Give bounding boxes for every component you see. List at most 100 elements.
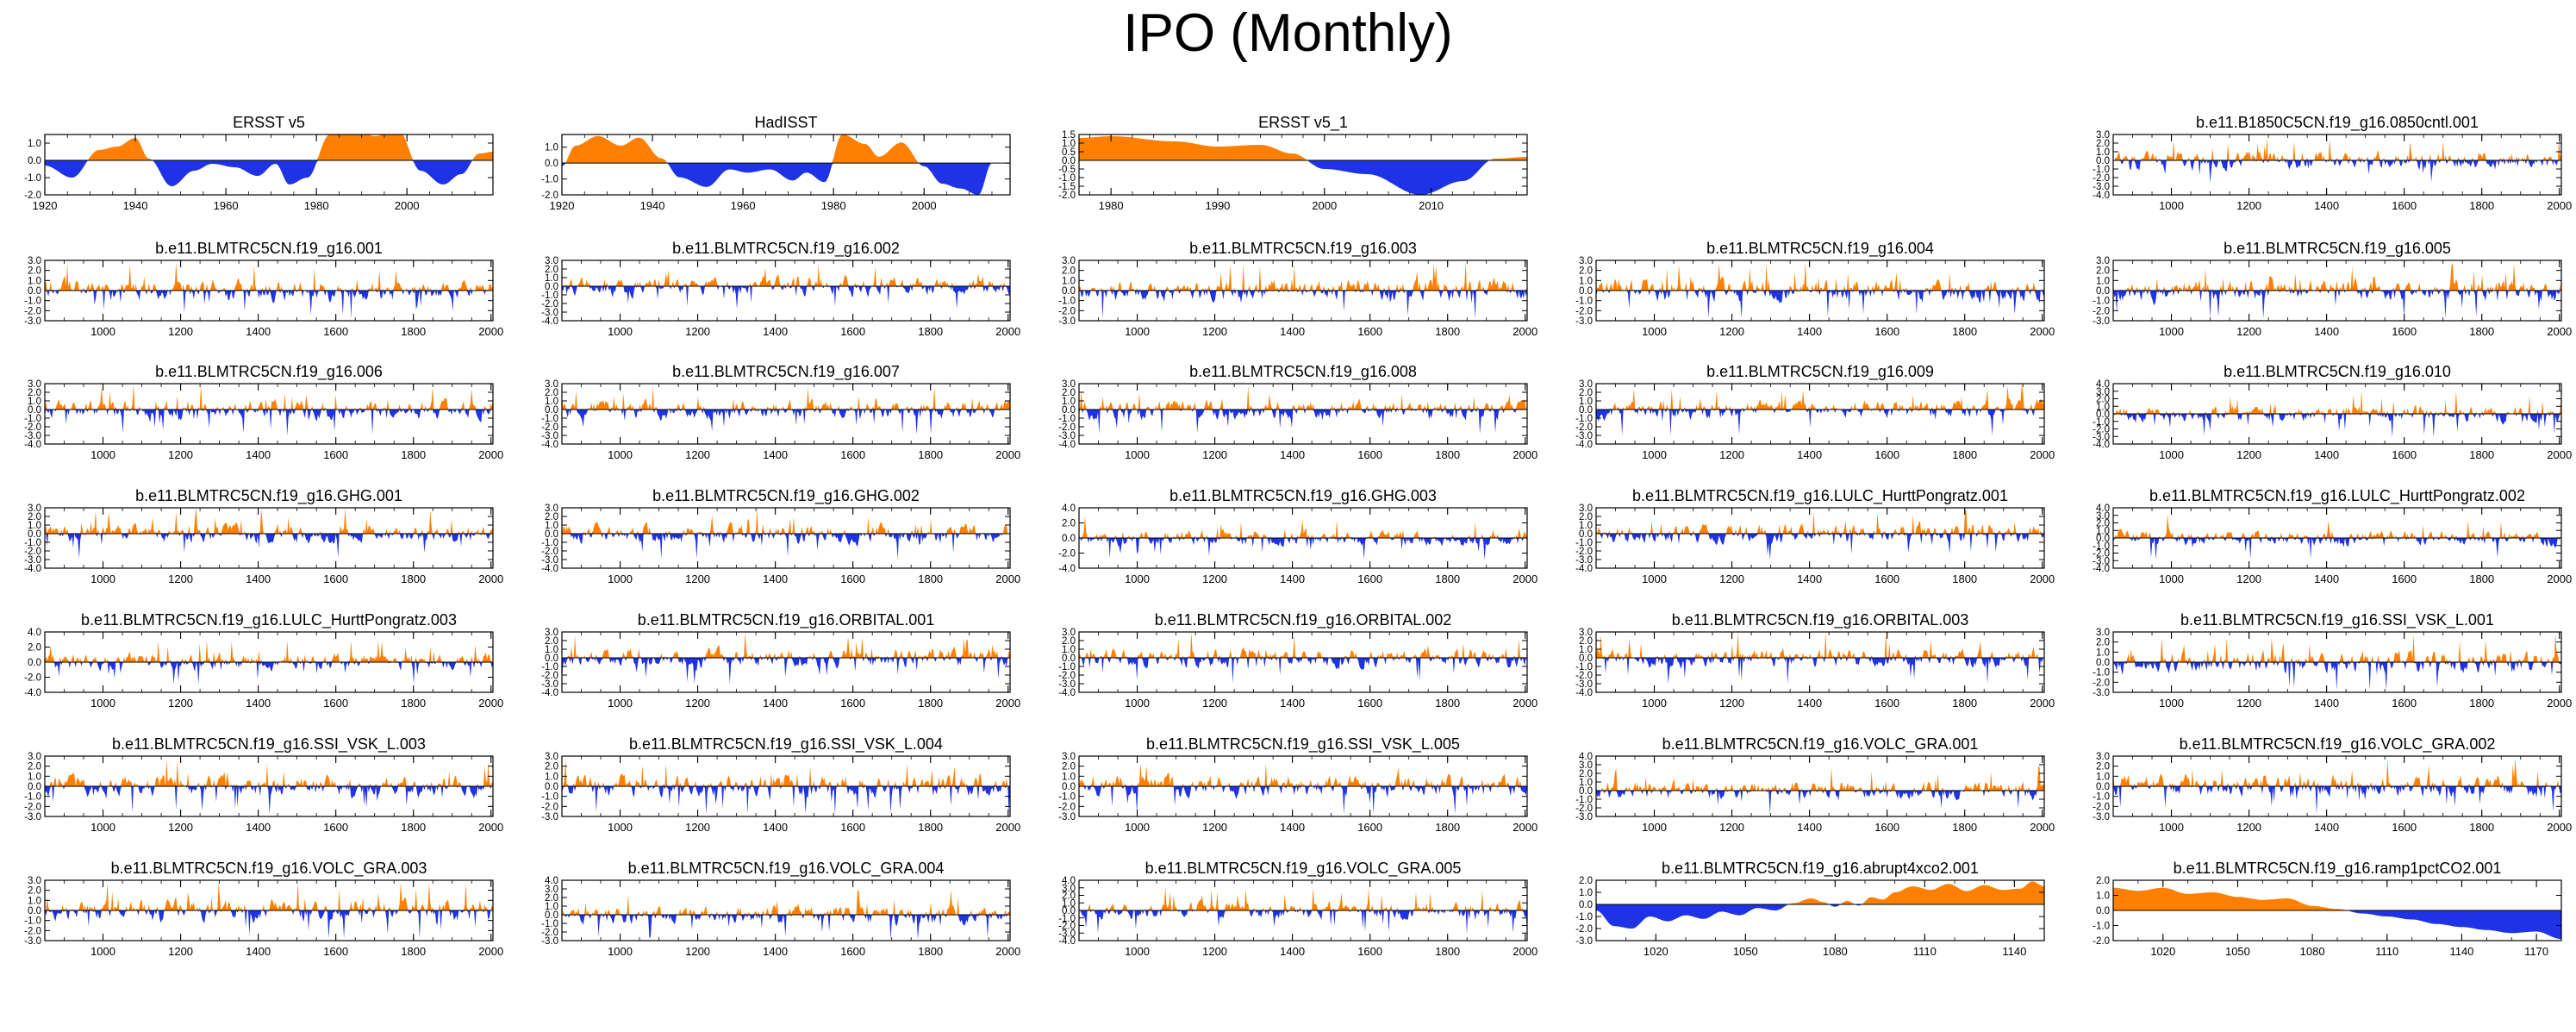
x-tick-label: 2000 [478, 945, 503, 958]
x-tick-label: 1400 [763, 448, 788, 461]
y-tick-label: -2.0 [1058, 191, 1076, 201]
x-tick-label: 1600 [2392, 572, 2417, 585]
y-tick-label: 3.0 [2096, 628, 2110, 638]
y-tick-label: -4.0 [2093, 564, 2110, 574]
plot-frame [1595, 507, 2045, 569]
negative-area [2113, 160, 2561, 184]
chart-title: b.e11.BLMTRC5CN.f19_g16.abrupt4xco2.001 [1662, 860, 1979, 878]
x-tick-label: 1600 [840, 945, 865, 958]
y-tick-label: -2.0 [2093, 678, 2110, 688]
y-tick-label: -3.0 [1058, 812, 1076, 822]
x-tick-label: 1600 [1874, 325, 1899, 338]
x-tick-label: 2000 [2547, 199, 2572, 212]
y-tick-label: 3.0 [1062, 256, 1076, 266]
y-tick-label: -1.0 [24, 297, 41, 307]
y-tick-label: 0.0 [1062, 156, 1076, 166]
x-tick-label: 1000 [1125, 572, 1150, 585]
x-tick-label: 1940 [123, 199, 148, 212]
y-tick-label: -1.0 [541, 175, 558, 185]
y-tick-label: -1.0 [1058, 662, 1076, 672]
x-tick-label: 1980 [821, 199, 846, 212]
y-tick-label: -3.0 [2093, 812, 2110, 822]
negative-area [1079, 786, 1527, 815]
y-tick-label: -1.0 [1058, 792, 1076, 803]
x-tick-label: 1960 [214, 199, 239, 212]
x-tick-label: 1000 [1642, 821, 1667, 834]
positive-area [45, 508, 493, 534]
y-tick-label: -4.0 [541, 316, 558, 327]
x-tick-label: 1200 [685, 448, 710, 461]
x-tick-label: 1400 [2314, 199, 2339, 212]
x-tick-label: 1200 [1719, 325, 1744, 338]
x-tick-label: 1800 [401, 448, 426, 461]
y-tick-label: 1.0 [1062, 139, 1076, 149]
y-tick-label: 3.0 [545, 628, 558, 638]
y-tick-label: -1.0 [1058, 914, 1076, 924]
y-tick-label: -1.0 [2093, 541, 2110, 552]
y-tick-label: 2.0 [545, 762, 558, 772]
y-tick-label: 2.0 [1579, 512, 1593, 522]
x-tick-label: 1800 [918, 325, 943, 338]
x-tick-label: 1800 [1435, 821, 1460, 834]
positive-area [45, 262, 493, 291]
y-tick-label: -1.0 [1575, 662, 1593, 672]
y-tick-label: -2.0 [1058, 802, 1076, 812]
y-tick-label: -3.0 [1058, 929, 1076, 939]
x-tick-label: 1800 [918, 448, 943, 461]
chart-panel: b.e11.BLMTRC5CN.f19_g16.0043.02.01.00.0-… [1575, 240, 2055, 338]
positive-area [1596, 766, 2044, 791]
chart-panel: b.e11.BLMTRC5CN.f19_g16.GHG.002 3.02.01.0… [541, 487, 1020, 585]
x-tick-label: 1400 [2314, 448, 2339, 461]
negative-area [562, 658, 1010, 684]
y-tick-label: 1.0 [28, 276, 41, 286]
x-tick-label: 1000 [90, 697, 115, 710]
positive-area [1596, 262, 2044, 291]
chart-title: b.e11.BLMTRC5CN.f19_g16.VOLC_GRA.005 [1145, 860, 1462, 878]
y-tick-label: -1.0 [541, 792, 558, 803]
y-tick-label: 3.0 [28, 503, 41, 514]
chart-panel: b.e11.BLMTRC5CN.f19_g16.0023.02.01.00.0-… [541, 240, 1020, 338]
y-tick-label: 0.0 [545, 910, 558, 921]
x-tick-label: 1800 [1435, 448, 1460, 461]
y-tick-label: 3.0 [1062, 884, 1076, 894]
y-tick-label: -1.0 [1058, 173, 1076, 184]
x-tick-label: 1400 [1280, 697, 1305, 710]
y-tick-label: -1.0 [2093, 668, 2110, 679]
y-tick-label: 1.0 [2096, 147, 2110, 158]
negative-area [1596, 534, 2044, 560]
y-tick-label: -2.0 [1575, 306, 1593, 316]
x-tick-label: 2000 [2547, 697, 2572, 710]
y-tick-label: -3.0 [1575, 431, 1593, 441]
x-tick-label: 1600 [1357, 821, 1382, 834]
x-tick-label: 1600 [1357, 945, 1382, 958]
y-tick-label: -3.0 [541, 431, 558, 441]
y-tick-label: 3.0 [2096, 387, 2110, 397]
y-tick-label: -2.0 [24, 802, 41, 812]
x-tick-label: 2000 [2547, 325, 2572, 338]
negative-area [45, 786, 493, 815]
x-tick-label: 1980 [1099, 199, 1124, 212]
y-tick-label: 2.0 [2096, 876, 2110, 886]
y-tick-label: -1.0 [541, 291, 558, 301]
x-tick-label: 1000 [1125, 448, 1150, 461]
chart-panel: b.e11.BLMTRC5CN.f19_g16.0083.02.01.00.0-… [1058, 363, 1537, 461]
x-tick-label: 1600 [323, 325, 348, 338]
x-tick-label: 1600 [1357, 325, 1382, 338]
y-tick-label: 3.0 [28, 256, 41, 266]
x-tick-label: 1000 [90, 945, 115, 958]
y-tick-label: 1.0 [2096, 276, 2110, 286]
x-tick-label: 1400 [246, 325, 271, 338]
chart-panel: b.e11.BLMTRC5CN.f19_g16.LULC_HurttPongra… [24, 611, 503, 710]
y-tick-label: -3.0 [24, 936, 41, 947]
y-tick-label: -1.0 [541, 919, 558, 929]
y-tick-label: -1.0 [1575, 912, 1593, 923]
chart-title: b.e11.BLMTRC5CN.f19_g16.SSI_VSK_L.004 [629, 735, 943, 754]
y-tick-label: -4.0 [24, 688, 41, 698]
x-tick-label: 1600 [1874, 572, 1899, 585]
y-tick-label: 2.0 [1579, 769, 1593, 779]
x-tick-label: 1000 [2159, 199, 2184, 212]
x-tick-label: 1400 [763, 697, 788, 710]
y-tick-label: -2.0 [1058, 922, 1076, 932]
